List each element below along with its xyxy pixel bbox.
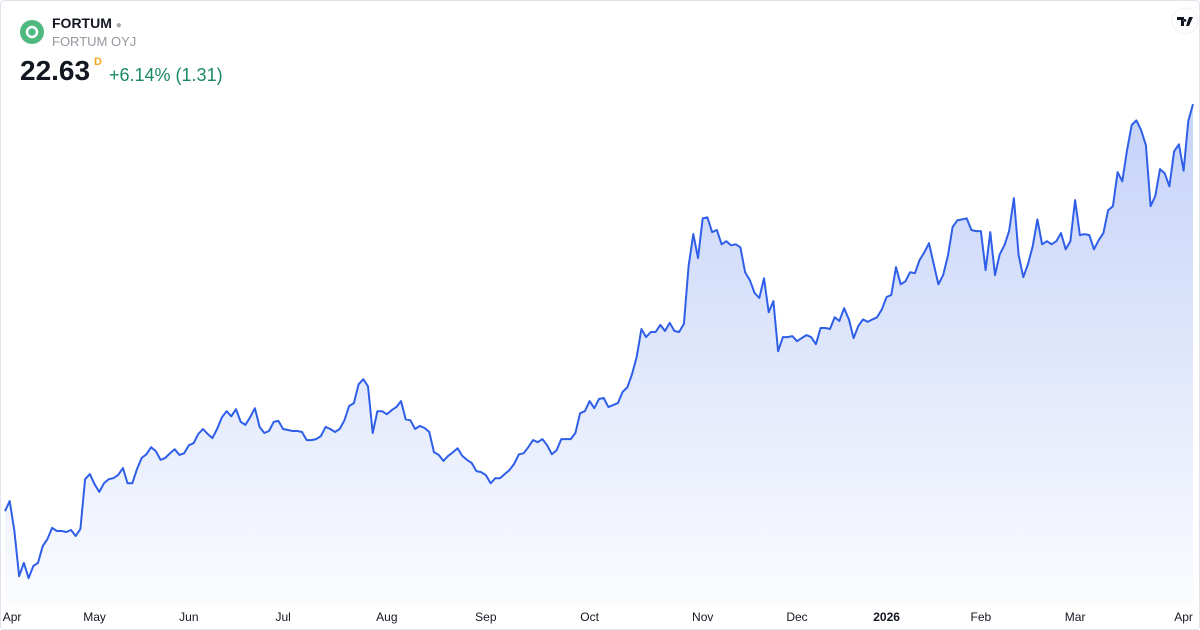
x-tick-label: Nov: [692, 610, 713, 624]
logo: [20, 20, 44, 44]
tv-logo[interactable]: [1171, 7, 1199, 35]
price-line: [4, 103, 1194, 580]
delay-flag: D: [94, 56, 102, 68]
symbol: FORTUM ●: [52, 15, 122, 31]
x-tick-label: Dec: [786, 610, 807, 624]
area-fill: [5, 104, 1193, 606]
price: 22.63: [20, 55, 91, 86]
x-tick-label: Apr: [1174, 610, 1193, 624]
change: +6.14% (1.31): [109, 65, 223, 85]
x-tick-label: Jun: [179, 610, 198, 624]
x-tick-label: Feb: [971, 610, 992, 624]
x-tick-label: Apr: [3, 610, 22, 624]
x-tick-label: Mar: [1065, 610, 1086, 624]
x-tick-label: Aug: [376, 610, 397, 624]
x-tick-label: May: [83, 610, 106, 624]
x-tick-label: Oct: [580, 610, 599, 624]
x-tick-label: Sep: [475, 610, 497, 624]
x-tick-label: 2026: [873, 610, 900, 624]
x-tick-label: Jul: [275, 610, 290, 624]
company-name: FORTUM OYJ: [52, 34, 137, 49]
